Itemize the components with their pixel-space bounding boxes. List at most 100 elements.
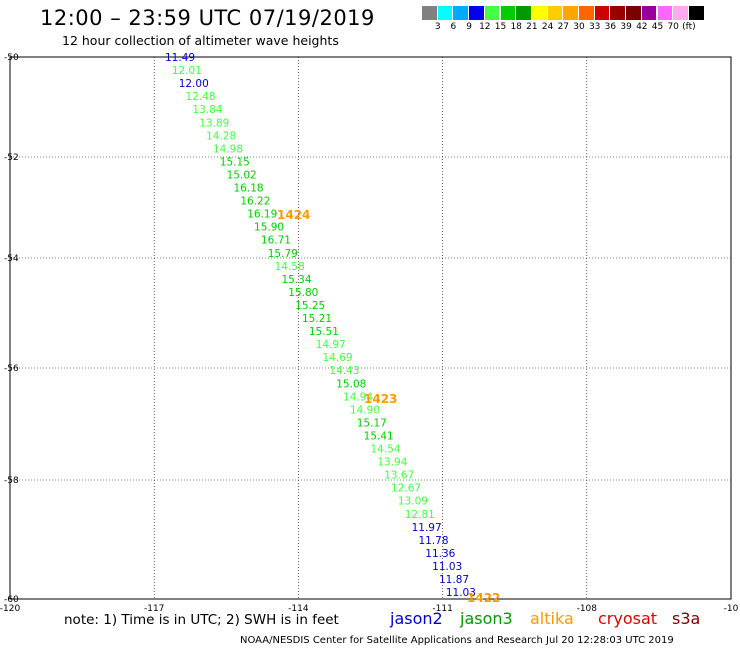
data-point-label: 12.01 xyxy=(172,65,202,77)
note-text: note: 1) Time is in UTC; 2) SWH is in fe… xyxy=(64,612,339,628)
satellite-label-s3a: s3a xyxy=(672,609,701,628)
data-point-label: 14.43 xyxy=(329,365,359,377)
data-point-label: 16.71 xyxy=(261,235,291,247)
data-point-label: 16.22 xyxy=(240,196,270,208)
data-point-label: 16.19 xyxy=(247,209,277,221)
x-tick-label: -111 xyxy=(432,604,452,614)
data-point-label: 11.78 xyxy=(418,535,448,547)
data-point-label: 14.90 xyxy=(350,404,380,416)
satellite-label-altika: altika xyxy=(530,609,574,628)
data-point-label: 14.94 xyxy=(343,391,373,403)
data-point-label: 13.67 xyxy=(384,470,414,482)
legend-label: 9 xyxy=(466,22,472,32)
satellite-label-cryosat: cryosat xyxy=(598,609,658,628)
legend-swatch xyxy=(626,6,642,20)
page-title: 12:00 – 23:59 UTC 07/19/2019 xyxy=(40,6,375,30)
data-point-label: 11.03 xyxy=(446,587,476,599)
x-tick-label: -10 xyxy=(724,604,739,614)
x-tick-label: -108 xyxy=(577,604,598,614)
legend-swatch xyxy=(610,6,627,20)
y-tick-label: -60 xyxy=(4,595,19,605)
data-point-label: 11.49 xyxy=(165,52,195,64)
legend-swatch xyxy=(500,6,517,20)
data-point-label: 14.58 xyxy=(275,261,305,273)
satellite-label-jason3: jason3 xyxy=(460,609,513,628)
data-point-label: 15.41 xyxy=(364,430,394,442)
data-point-label: 15.08 xyxy=(336,378,366,390)
data-point-label: 12.81 xyxy=(405,509,435,521)
legend-swatch xyxy=(547,6,564,20)
data-point-label: 16.18 xyxy=(234,183,264,195)
legend-label: 24 xyxy=(541,22,554,32)
legend-swatch xyxy=(594,6,611,20)
data-point-label: 15.80 xyxy=(288,287,318,299)
data-point-label: 14.54 xyxy=(371,444,401,456)
data-point-label: 15.34 xyxy=(281,274,311,286)
x-tick-label: -117 xyxy=(144,604,164,614)
data-point-label: 15.51 xyxy=(309,326,339,338)
legend-swatch xyxy=(531,6,548,20)
page-subtitle: 12 hour collection of altimeter wave hei… xyxy=(62,33,339,48)
plot-frame xyxy=(9,56,732,600)
legend-label: 70 xyxy=(667,22,679,32)
legend-label: 3 xyxy=(434,22,441,32)
data-point-label: 11.97 xyxy=(412,522,442,534)
data-point-label: 15.79 xyxy=(268,248,298,260)
legend-label: 15 xyxy=(494,22,507,32)
legend-label: 18 xyxy=(510,22,522,32)
data-point-label: 11.03 xyxy=(432,561,462,573)
legend-label: 6 xyxy=(450,22,457,32)
y-tick-label: -50 xyxy=(4,53,19,63)
legend-label: 27 xyxy=(557,22,570,32)
y-tick-label: -52 xyxy=(4,153,19,163)
data-point-label: 15.17 xyxy=(357,417,387,429)
legend-label: 39 xyxy=(620,22,632,32)
y-tick-label: -58 xyxy=(4,476,19,486)
data-point-label: 12.48 xyxy=(186,91,216,103)
legend-swatch xyxy=(453,6,470,20)
data-point-label: 15.90 xyxy=(254,222,284,234)
legend-label: 33 xyxy=(588,22,601,32)
orbit-time-annotation: 1422 xyxy=(467,591,500,605)
data-point-label: 15.21 xyxy=(302,313,332,325)
data-point-label: 15.15 xyxy=(220,156,250,168)
legend-swatch xyxy=(657,6,674,20)
legend-label: 36 xyxy=(604,22,617,32)
data-point-label: 13.89 xyxy=(199,117,229,129)
data-point-label: 15.02 xyxy=(227,169,257,181)
legend-swatch xyxy=(437,6,454,20)
data-point-label: 12.67 xyxy=(391,483,421,495)
legend-label: (ft) xyxy=(682,22,696,32)
legend-label: 12 xyxy=(479,22,491,32)
legend-label: 30 xyxy=(573,22,585,32)
legend-swatch xyxy=(484,6,501,20)
data-point-label: 15.25 xyxy=(295,300,325,312)
legend-swatch xyxy=(422,6,438,20)
y-tick-label: -56 xyxy=(4,364,19,374)
data-point-label: 13.09 xyxy=(398,496,428,508)
data-point-label: 14.97 xyxy=(316,339,346,351)
data-point-label: 14.69 xyxy=(323,352,353,364)
legend-swatch xyxy=(641,6,658,20)
data-point-label: 11.36 xyxy=(425,548,455,560)
data-point-label: 14.98 xyxy=(213,143,243,155)
legend-swatch xyxy=(673,6,689,20)
legend-swatch xyxy=(579,6,595,20)
legend-swatch xyxy=(688,6,705,20)
legend-label: 42 xyxy=(636,22,648,32)
satellite-label-jason2: jason2 xyxy=(390,609,443,628)
legend-swatch xyxy=(469,6,485,20)
orbit-time-annotation: 1424 xyxy=(277,208,310,222)
data-point-label: 13.84 xyxy=(192,104,222,116)
legend-swatch xyxy=(563,6,579,20)
legend-swatch xyxy=(516,6,532,20)
data-point-label: 14.28 xyxy=(206,130,236,142)
data-point-label: 13.94 xyxy=(377,457,407,469)
data-point-label: 11.87 xyxy=(439,574,469,586)
data-point-label: 12.00 xyxy=(179,78,209,90)
credit-line: NOAA/NESDIS Center for Satellite Applica… xyxy=(240,635,674,646)
orbit-time-annotation: 1423 xyxy=(364,392,397,406)
x-tick-label: -114 xyxy=(288,604,309,614)
legend-label: 45 xyxy=(651,22,664,32)
